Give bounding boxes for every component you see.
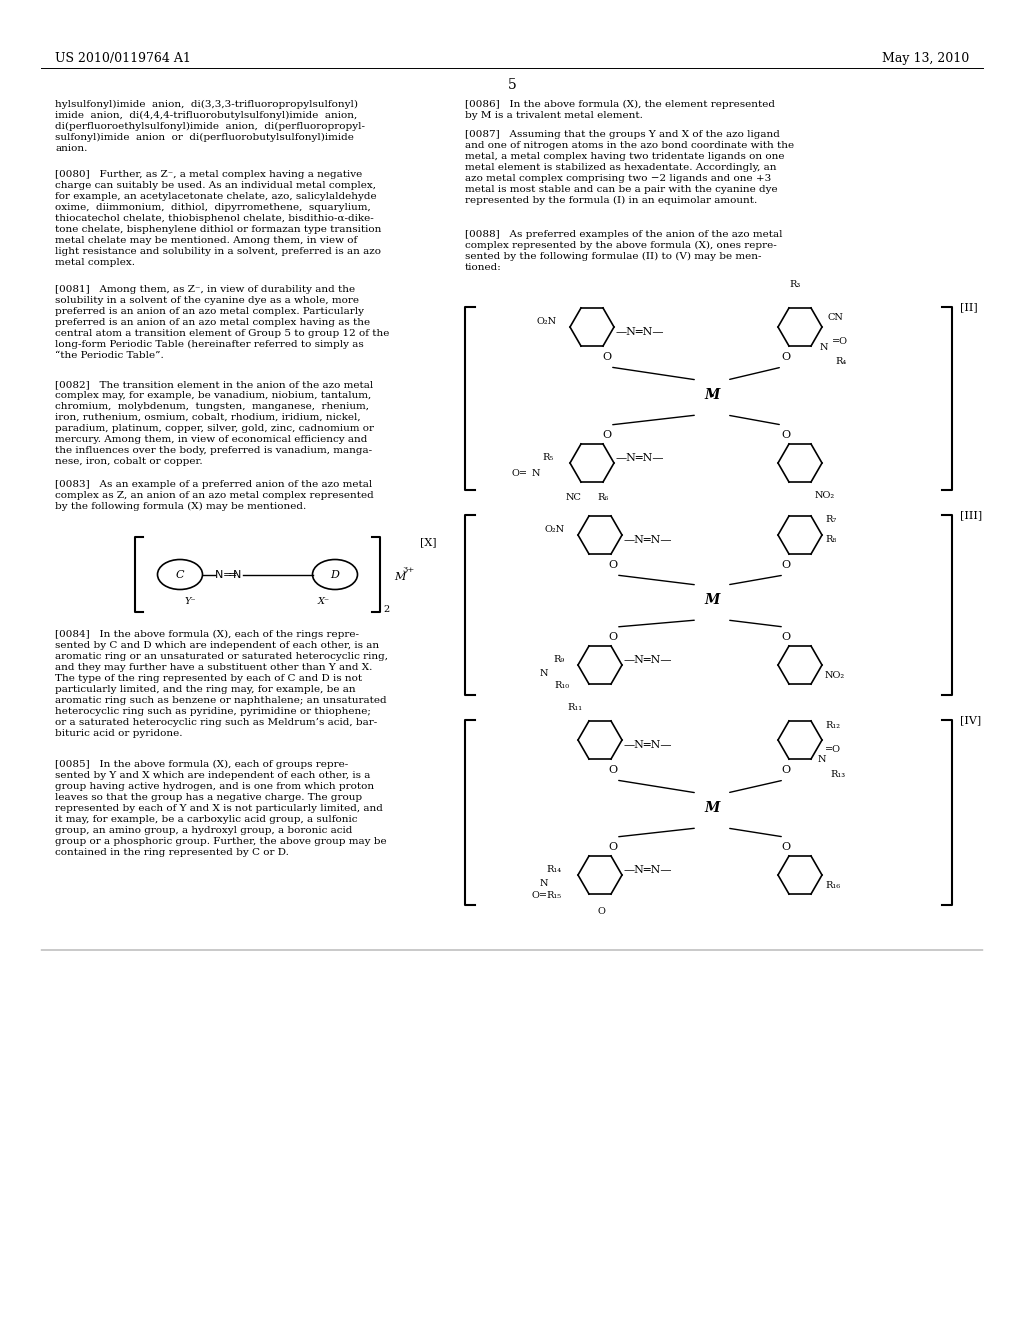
Text: US 2010/0119764 A1: US 2010/0119764 A1 <box>55 51 190 65</box>
Text: R₁₀: R₁₀ <box>555 681 570 689</box>
Text: R₆: R₆ <box>597 492 608 502</box>
Text: O=: O= <box>511 469 527 478</box>
Text: [0080]   Further, as Z⁻, a metal complex having a negative
charge can suitably b: [0080] Further, as Z⁻, a metal complex h… <box>55 170 381 267</box>
Text: O: O <box>608 842 617 851</box>
Text: —N═N—: —N═N— <box>616 453 665 463</box>
Text: 2: 2 <box>383 605 389 614</box>
Text: —N═N—: —N═N— <box>616 327 665 337</box>
Text: N: N <box>232 570 241 581</box>
Text: M: M <box>705 388 720 403</box>
Text: R₅: R₅ <box>543 454 554 462</box>
Text: N: N <box>531 469 540 478</box>
Text: O: O <box>781 560 790 570</box>
Text: hylsulfonyl)imide  anion,  di(3,3,3-trifluoropropylsulfonyl)
imide  anion,  di(4: hylsulfonyl)imide anion, di(3,3,3-triflu… <box>55 100 365 153</box>
Text: [0087]   Assuming that the groups Y and X of the azo ligand
and one of nitrogen : [0087] Assuming that the groups Y and X … <box>465 129 795 205</box>
Text: R₄: R₄ <box>835 356 846 366</box>
Text: R₃: R₃ <box>790 280 801 289</box>
Text: O: O <box>781 632 790 642</box>
Text: CN: CN <box>828 313 844 322</box>
Text: =O: =O <box>825 746 841 755</box>
Text: N: N <box>820 342 828 351</box>
Text: R₈: R₈ <box>825 536 837 544</box>
Text: O: O <box>608 766 617 775</box>
Text: 3+: 3+ <box>402 566 415 574</box>
Text: O: O <box>597 907 605 916</box>
Text: R₁₁: R₁₁ <box>567 704 583 711</box>
Text: M: M <box>705 801 720 814</box>
Text: N: N <box>540 879 548 887</box>
Text: R₁₄: R₁₄ <box>547 866 562 874</box>
Text: R₇: R₇ <box>825 516 837 524</box>
Text: NO₂: NO₂ <box>825 671 845 680</box>
Text: O: O <box>781 352 790 362</box>
Text: R₉: R₉ <box>554 656 565 664</box>
Text: R₁₂: R₁₂ <box>825 721 840 730</box>
Text: [IV]: [IV] <box>961 715 981 725</box>
Text: R₁₅: R₁₅ <box>547 891 562 899</box>
Text: C: C <box>176 569 184 579</box>
Text: O₂N: O₂N <box>545 525 565 535</box>
Text: O: O <box>602 430 611 440</box>
Text: M: M <box>394 572 406 582</box>
Text: [III]: [III] <box>961 510 982 520</box>
Text: Y⁻: Y⁻ <box>185 597 197 606</box>
Text: O: O <box>781 842 790 851</box>
Text: O=: O= <box>532 891 548 899</box>
Text: [0081]   Among them, as Z⁻, in view of durability and the
solubility in a solven: [0081] Among them, as Z⁻, in view of dur… <box>55 285 389 360</box>
Text: =O: =O <box>831 338 848 346</box>
Text: [0086]   In the above formula (X), the element represented
by M is a trivalent m: [0086] In the above formula (X), the ele… <box>465 100 775 120</box>
Text: [0088]   As preferred examples of the anion of the azo metal
complex represented: [0088] As preferred examples of the anio… <box>465 230 782 272</box>
Text: [0085]   In the above formula (X), each of groups repre-
sented by Y and X which: [0085] In the above formula (X), each of… <box>55 760 387 857</box>
Text: =: = <box>222 570 231 581</box>
Text: M: M <box>705 593 720 607</box>
Text: N: N <box>214 570 223 581</box>
Text: D: D <box>331 569 339 579</box>
Text: N: N <box>540 668 548 677</box>
Text: NO₂: NO₂ <box>815 491 836 500</box>
Text: O: O <box>608 560 617 570</box>
Text: R₁₆: R₁₆ <box>825 880 841 890</box>
Text: X⁻: X⁻ <box>317 597 330 606</box>
Text: —N═N—: —N═N— <box>624 535 673 545</box>
Text: —N═N—: —N═N— <box>624 865 673 875</box>
Text: R₁₃: R₁₃ <box>830 770 845 779</box>
Text: May 13, 2010: May 13, 2010 <box>882 51 969 65</box>
Text: O: O <box>608 632 617 642</box>
Text: O₂N: O₂N <box>537 318 557 326</box>
Text: —N═N—: —N═N— <box>624 741 673 750</box>
Text: [0083]   As an example of a preferred anion of the azo metal
complex as Z, an an: [0083] As an example of a preferred anio… <box>55 480 374 511</box>
Text: N: N <box>818 755 826 764</box>
Text: [X]: [X] <box>420 537 436 546</box>
Text: [0082]   The transition element in the anion of the azo metal
complex may, for e: [0082] The transition element in the ani… <box>55 380 374 466</box>
Text: O: O <box>781 766 790 775</box>
Text: O: O <box>781 430 790 440</box>
Text: [0084]   In the above formula (X), each of the rings repre-
sented by C and D wh: [0084] In the above formula (X), each of… <box>55 630 388 738</box>
Text: —N═N—: —N═N— <box>624 655 673 665</box>
Text: =: = <box>227 570 237 581</box>
Text: 5: 5 <box>508 78 516 92</box>
Text: [II]: [II] <box>961 302 978 312</box>
Text: O: O <box>602 352 611 362</box>
Text: NC: NC <box>566 492 582 502</box>
